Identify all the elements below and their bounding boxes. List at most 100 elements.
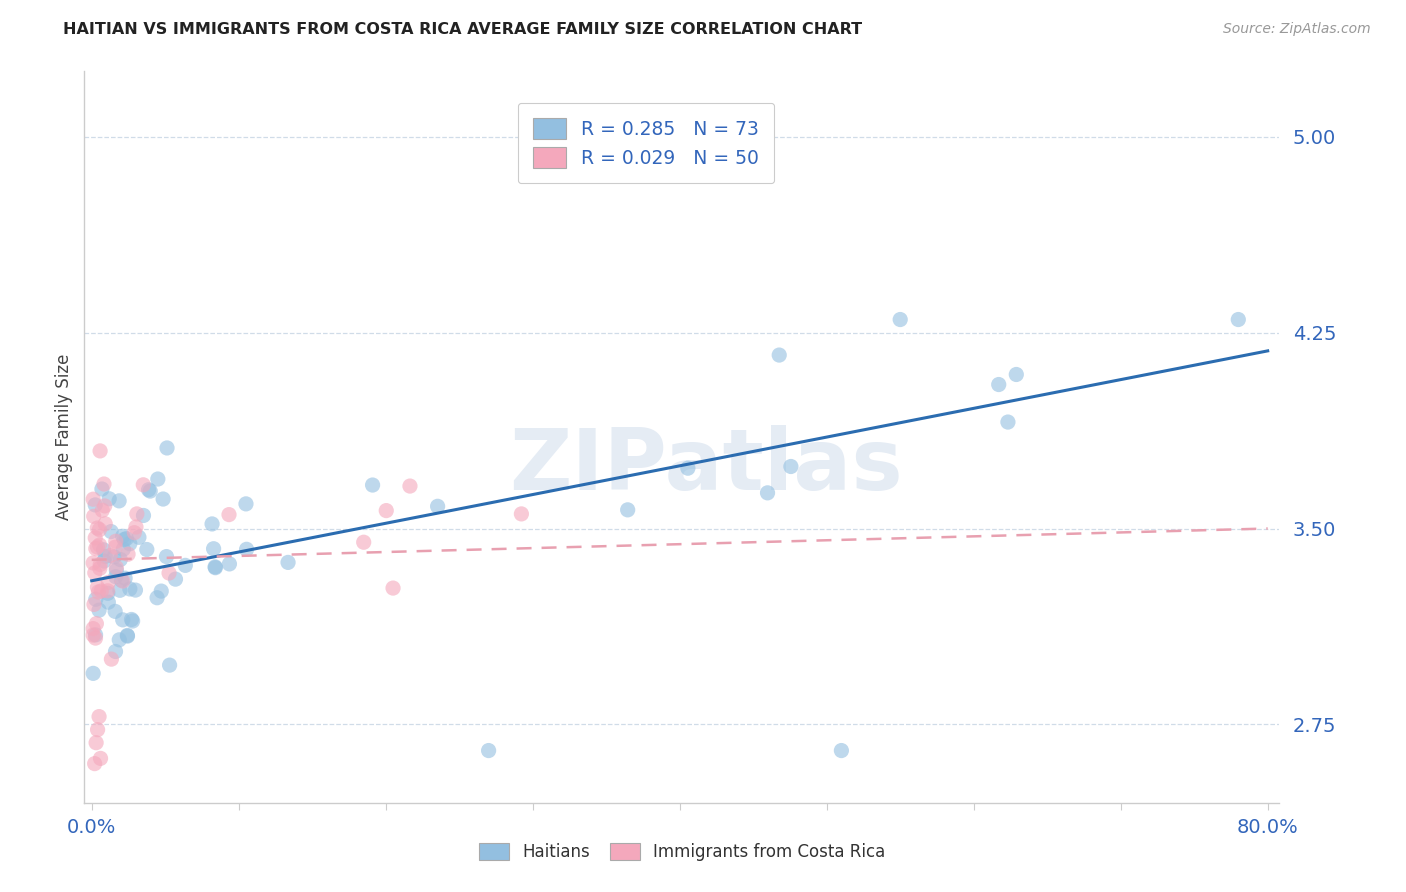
Point [157,566,180,580]
Point [399,479,422,493]
Point [111,529,134,543]
Point [174,558,197,573]
Point [104,534,127,549]
Point [135,542,157,557]
Point [117,629,139,643]
Point [90,751,112,765]
Point [82,628,104,642]
Point [138,483,160,497]
Point [112,542,135,557]
Point [150,584,173,599]
Point [110,573,132,587]
Point [204,560,226,574]
Point [86,616,108,631]
Point [83,566,105,580]
Point [105,560,128,574]
Point [121,612,143,626]
Point [104,570,127,584]
Point [97,586,120,600]
Point [108,583,131,598]
Point [89,561,111,575]
Point [132,477,155,491]
Point [104,604,127,618]
Point [98,491,121,506]
Point [118,582,141,596]
Point [132,508,155,523]
Point [103,549,125,564]
Point [89,538,111,552]
Point [218,557,240,571]
Point [87,585,110,599]
Point [125,507,148,521]
Point [201,516,224,531]
Point [510,507,533,521]
Point [375,503,398,517]
Point [89,523,111,537]
Point [780,459,803,474]
Point [91,482,114,496]
Point [830,743,852,757]
Point [110,552,132,566]
Text: ZIPatlas: ZIPatlas [509,425,903,508]
Point [111,574,134,588]
Point [94,549,117,564]
Point [87,603,110,617]
Text: HAITIAN VS IMMIGRANTS FROM COSTA RICA AVERAGE FAMILY SIZE CORRELATION CHART: HAITIAN VS IMMIGRANTS FROM COSTA RICA AV… [63,22,862,37]
Point [82,492,104,507]
Point [146,472,169,486]
Point [90,584,112,599]
Point [93,554,115,568]
Point [114,571,136,585]
Point [104,644,127,658]
Point [93,499,115,513]
Point [94,516,117,531]
Point [155,549,177,564]
Point [86,723,108,737]
Point [93,477,115,491]
Point [218,508,240,522]
Point [97,575,120,590]
Point [98,549,121,563]
Point [84,736,107,750]
Point [616,503,638,517]
Point [117,628,139,642]
Point [756,486,779,500]
Point [86,521,108,535]
Point [108,632,131,647]
Point [124,583,146,598]
Point [84,592,107,607]
Point [1227,312,1250,326]
Point [89,444,111,458]
Point [152,491,174,506]
Point [159,658,181,673]
Point [125,520,148,534]
Point [202,541,225,556]
Point [108,493,131,508]
Legend: Haitians, Immigrants from Costa Rica: Haitians, Immigrants from Costa Rica [472,836,891,868]
Point [426,500,449,514]
Point [382,581,405,595]
Point [997,415,1019,429]
Point [91,503,114,517]
Y-axis label: Average Family Size: Average Family Size [55,354,73,520]
Point [97,595,120,609]
Point [117,547,139,561]
Point [84,541,107,556]
Point [987,377,1010,392]
Point [235,542,257,557]
Point [111,613,134,627]
Text: Source: ZipAtlas.com: Source: ZipAtlas.com [1223,22,1371,37]
Point [277,556,299,570]
Point [118,537,141,551]
Point [83,509,105,524]
Point [146,591,169,605]
Point [124,525,146,540]
Point [139,484,162,499]
Point [86,580,108,594]
Point [83,756,105,771]
Point [361,478,384,492]
Point [353,535,375,549]
Point [156,441,179,455]
Point [82,556,104,570]
Point [235,497,257,511]
